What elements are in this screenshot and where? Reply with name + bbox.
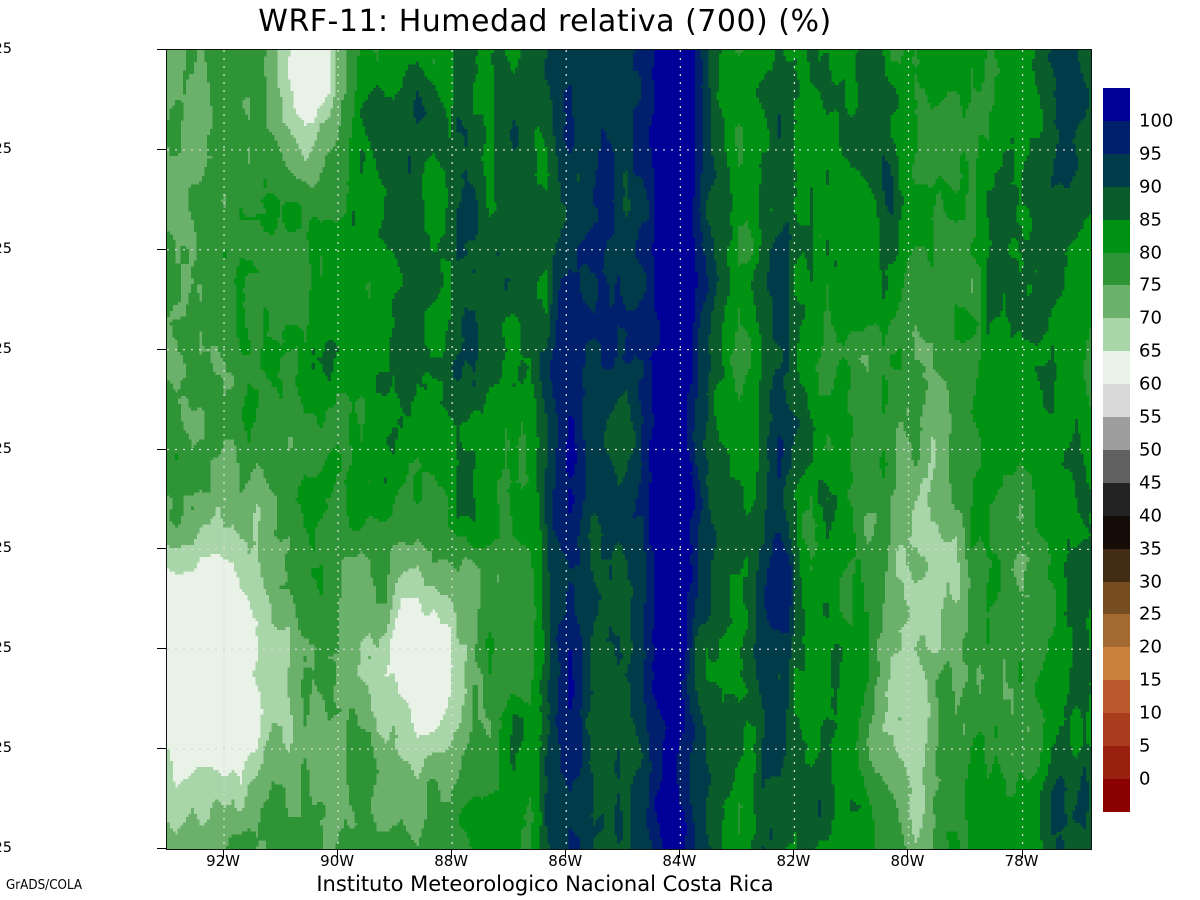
- y-tick-label: 03Z31OCT2025: [0, 740, 12, 756]
- colorbar-tick-label: 70: [1139, 308, 1162, 329]
- x-tick-mark: [451, 850, 452, 858]
- y-tick-label: 06Z30OCT2025: [0, 41, 12, 57]
- y-tick-label: 21Z30OCT2025: [0, 540, 12, 556]
- colorbar-tick-label: 40: [1139, 505, 1162, 526]
- colorbar-swatch: [1103, 417, 1130, 451]
- colorbar-swatch: [1103, 351, 1130, 385]
- x-tick-mark: [679, 850, 680, 858]
- colorbar-tick-label: 90: [1139, 176, 1162, 197]
- colorbar-tick-label: 35: [1139, 538, 1162, 559]
- colorbar-tick-label: 75: [1139, 275, 1162, 296]
- x-tick-mark: [1022, 850, 1023, 858]
- x-tick-mark: [907, 850, 908, 858]
- colorbar-swatch: [1103, 713, 1130, 747]
- colorbar-tick-label: 15: [1139, 670, 1162, 691]
- y-tick-mark: [157, 648, 166, 649]
- colorbar-tick-label: 0: [1139, 768, 1150, 789]
- colorbar-swatch: [1103, 680, 1130, 714]
- plot-area: [166, 49, 1092, 850]
- colorbar-tick-label: 80: [1139, 242, 1162, 263]
- colorbar-tick-label: 50: [1139, 439, 1162, 460]
- y-tick-label: 09Z30OCT2025: [0, 141, 12, 157]
- colorbar-tick-label: 95: [1139, 143, 1162, 164]
- colorbar-tick-label: 100: [1139, 110, 1173, 131]
- colorbar-tick-label: 85: [1139, 209, 1162, 230]
- y-tick-mark: [157, 49, 166, 50]
- x-tick-mark: [337, 850, 338, 858]
- colorbar-swatch: [1103, 614, 1130, 648]
- y-tick-mark: [157, 449, 166, 450]
- y-tick-label: 00Z31OCT2025: [0, 640, 12, 656]
- x-tick-mark: [565, 850, 566, 858]
- x-tick-mark: [793, 850, 794, 858]
- colorbar-swatch: [1103, 253, 1130, 287]
- colorbar-tick-label: 5: [1139, 736, 1150, 757]
- colorbar-swatch: [1103, 220, 1130, 254]
- colorbar-swatch: [1103, 88, 1130, 122]
- colorbar-tick-label: 20: [1139, 637, 1162, 658]
- y-tick-label: 12Z30OCT2025: [0, 241, 12, 257]
- y-tick-label: 06Z31OCT2025: [0, 840, 12, 856]
- page-title: WRF-11: Humedad relativa (700) (%): [0, 4, 1090, 39]
- colorbar-tick-label: 30: [1139, 571, 1162, 592]
- colorbar-swatch: [1103, 450, 1130, 484]
- colorbar-swatch: [1103, 187, 1130, 221]
- y-tick-mark: [157, 848, 166, 849]
- colorbar-swatch: [1103, 483, 1130, 517]
- colorbar-swatch: [1103, 318, 1130, 352]
- colorbar-swatch: [1103, 647, 1130, 681]
- colorbar-swatch: [1103, 121, 1130, 155]
- y-tick-mark: [157, 149, 166, 150]
- y-tick-label: 18Z30OCT2025: [0, 441, 12, 457]
- footer-institution: Instituto Meteorologico Nacional Costa R…: [0, 872, 1090, 896]
- contour-field: [167, 50, 1091, 849]
- y-tick-mark: [157, 748, 166, 749]
- colorbar-swatch: [1103, 549, 1130, 583]
- colorbar-tick-label: 45: [1139, 472, 1162, 493]
- colorbar-tick-label: 55: [1139, 407, 1162, 428]
- colorbar-tick-label: 25: [1139, 604, 1162, 625]
- y-tick-mark: [157, 548, 166, 549]
- colorbar-tick-label: 60: [1139, 374, 1162, 395]
- colorbar-swatch: [1103, 154, 1130, 188]
- y-tick-mark: [157, 249, 166, 250]
- colorbar-swatch: [1103, 285, 1130, 319]
- colorbar-swatch: [1103, 384, 1130, 418]
- y-tick-mark: [157, 349, 166, 350]
- colorbar-swatch: [1103, 779, 1130, 813]
- colorbar-tick-label: 10: [1139, 703, 1162, 724]
- y-tick-label: 15Z30OCT2025: [0, 341, 12, 357]
- x-tick-mark: [223, 850, 224, 858]
- colorbar-swatch: [1103, 582, 1130, 616]
- colorbar-swatch: [1103, 746, 1130, 780]
- colorbar-tick-label: 65: [1139, 341, 1162, 362]
- colorbar-swatch: [1103, 516, 1130, 550]
